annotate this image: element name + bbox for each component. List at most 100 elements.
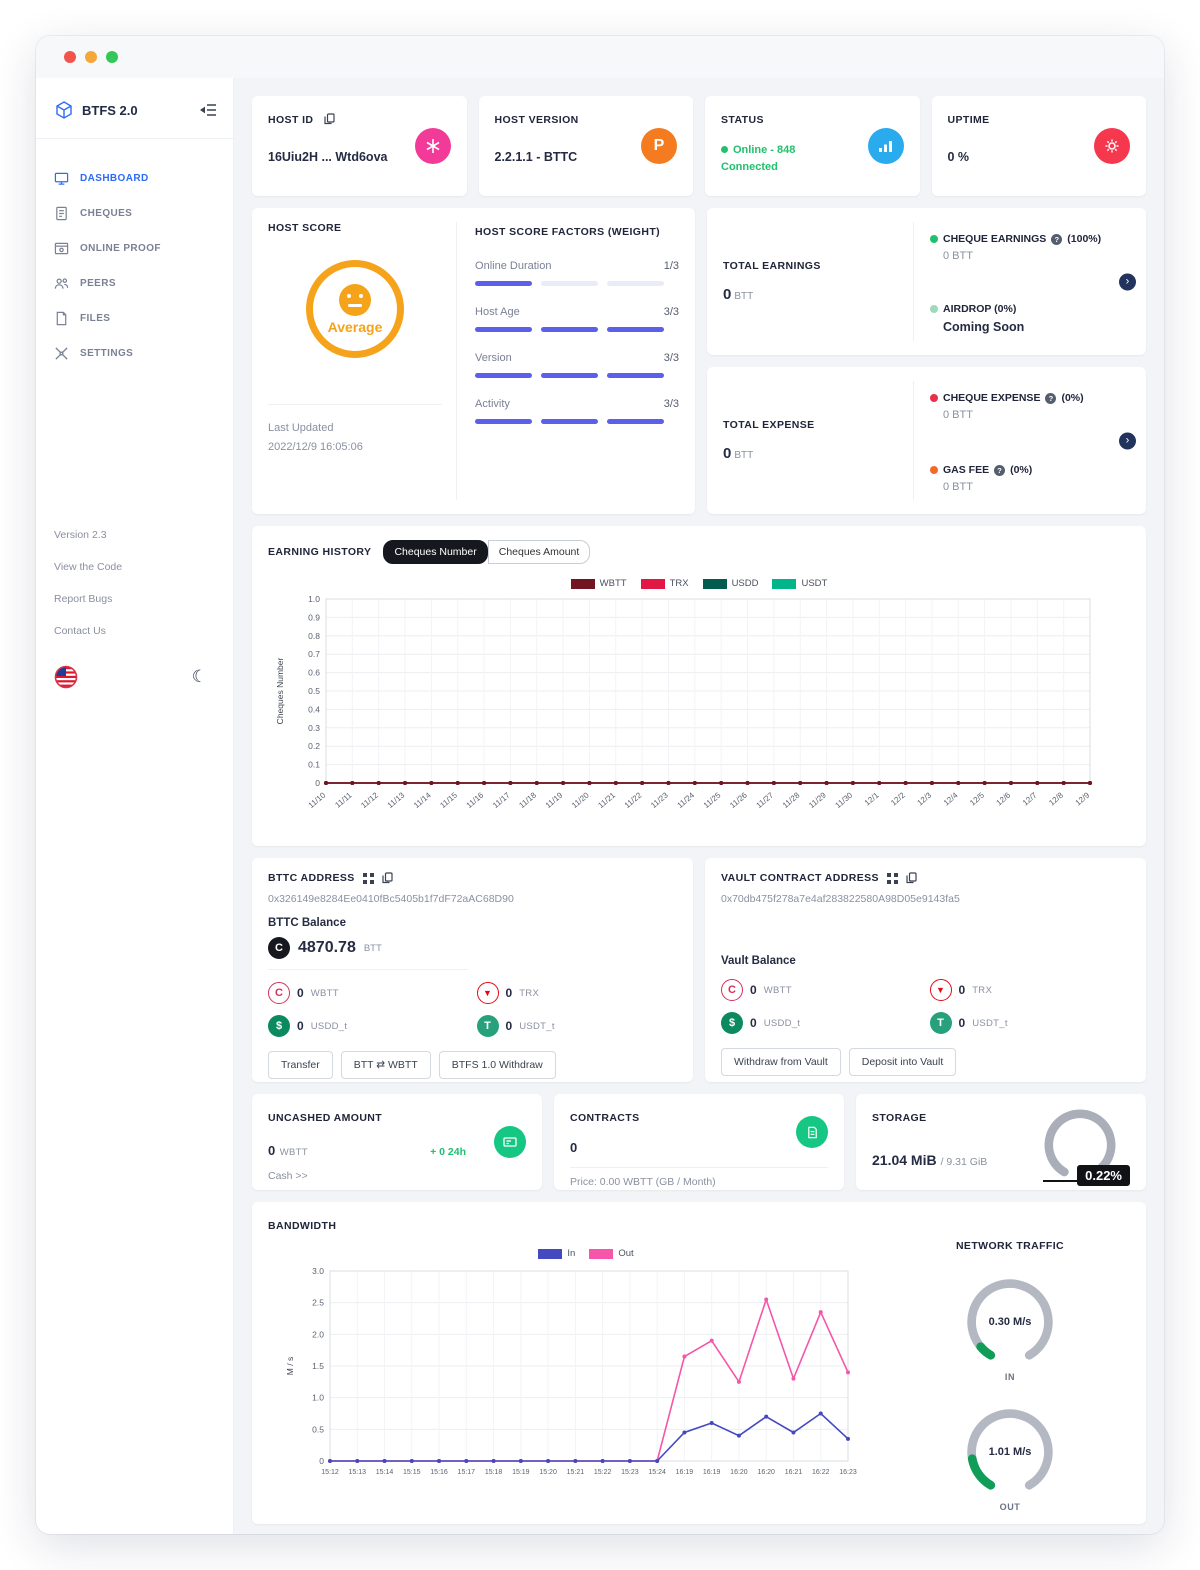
factors-title: HOST SCORE FACTORS (WEIGHT) xyxy=(475,226,661,238)
dashboard-icon xyxy=(54,171,69,186)
view-code-link[interactable]: View the Code xyxy=(54,561,123,573)
sidebar-item-label: FILES xyxy=(80,313,111,324)
qr-icon[interactable] xyxy=(362,872,374,884)
tab-cheques-number[interactable]: Cheques Number xyxy=(383,540,488,564)
sidebar-item-settings[interactable]: SETTINGS xyxy=(36,336,233,371)
vault-token-grid: C 0 WBTT ▼ 0 TRX $0 USDD_t T 0 USDT_t xyxy=(721,979,1130,1034)
tab-cheques-amount[interactable]: Cheques Amount xyxy=(487,540,591,564)
info-icon[interactable]: ? xyxy=(1051,233,1063,245)
token-trx: ▼ 0 TRX xyxy=(476,982,678,1004)
transfer-button[interactable]: Transfer xyxy=(268,1051,333,1079)
token-usdd: $0 USDD_t xyxy=(721,1012,922,1034)
gas-fee-pct: (0%) xyxy=(1010,464,1033,476)
dark-mode-icon[interactable]: ☾ xyxy=(191,667,207,686)
bttc-balance-value: 4870.78 xyxy=(298,939,356,956)
svg-text:15:17: 15:17 xyxy=(458,1469,476,1476)
token-usdt: T 0 USDT_t xyxy=(929,1012,1131,1034)
host-id-card: HOST ID 16Uiu2H ... Wtd6ova xyxy=(252,96,467,196)
language-flag-icon[interactable] xyxy=(54,665,78,689)
version-link[interactable]: Version 2.3 xyxy=(54,529,107,541)
sidebar-item-cheques[interactable]: CHEQUES xyxy=(36,196,233,231)
minimize-window-button[interactable] xyxy=(85,51,97,63)
neutral-face-icon xyxy=(339,283,372,316)
svg-text:0.4: 0.4 xyxy=(308,704,320,714)
info-icon[interactable]: ? xyxy=(994,464,1006,476)
contract-doc-icon xyxy=(796,1116,828,1148)
svg-text:12/2: 12/2 xyxy=(889,790,907,807)
sidebar-nav: DASHBOARD CHEQUES ONLINE PROOF xyxy=(36,161,233,371)
svg-text:1.0: 1.0 xyxy=(308,594,320,604)
svg-text:0.8: 0.8 xyxy=(308,631,320,641)
token-symbol: WBTT xyxy=(763,984,792,996)
expense-expand-arrow-icon[interactable]: › xyxy=(1119,432,1136,449)
sidebar-item-peers[interactable]: PEERS xyxy=(36,266,233,301)
copy-icon[interactable] xyxy=(324,113,335,125)
bttc-address-value: 0x326149e8284Ee0410fBc5405b1f7dF72aAC68D… xyxy=(268,893,514,905)
btfs-logo-icon xyxy=(54,100,74,120)
btt-wbtt-swap-button[interactable]: BTT ⇄ WBTT xyxy=(340,1051,431,1079)
info-icon[interactable]: ? xyxy=(1045,392,1057,404)
factor-online-duration: Online Duration 1/3 xyxy=(475,260,679,286)
sidebar-item-dashboard[interactable]: DASHBOARD xyxy=(36,161,233,196)
sidebar-item-label: SETTINGS xyxy=(80,348,134,359)
host-score-factors: HOST SCORE FACTORS (WEIGHT) Online Durat… xyxy=(457,222,679,500)
sidebar-item-files[interactable]: FILES xyxy=(36,301,233,336)
svg-text:16:20: 16:20 xyxy=(757,1469,775,1476)
zoom-window-button[interactable] xyxy=(106,51,118,63)
uncashed-unit: WBTT xyxy=(279,1147,308,1158)
sidebar-item-label: PEERS xyxy=(80,278,116,289)
host-score-ring: Average xyxy=(306,260,405,358)
expense-amount: 0 xyxy=(723,445,732,462)
host-score-title: HOST SCORE xyxy=(268,222,342,234)
app-title: BTFS 2.0 xyxy=(82,102,138,118)
earnings-expand-arrow-icon[interactable]: › xyxy=(1119,273,1136,290)
earning-history-legend: WBTT TRX USDD USDT xyxy=(268,578,1130,589)
legend-label: In xyxy=(567,1248,576,1259)
factor-label: Version xyxy=(475,352,512,364)
token-usdd: $0 USDD_t xyxy=(268,1015,469,1037)
storage-used: 21.04 MiB xyxy=(872,1152,937,1168)
token-symbol: USDT_t xyxy=(972,1017,1008,1029)
svg-text:0.6: 0.6 xyxy=(308,668,320,678)
total-expense-title: TOTAL EXPENSE xyxy=(723,419,815,431)
uncashed-title: UNCASHED AMOUNT xyxy=(268,1112,383,1124)
svg-text:11/24: 11/24 xyxy=(675,790,696,810)
sidebar-collapse-icon[interactable] xyxy=(200,103,217,117)
storage-title: STORAGE xyxy=(872,1112,927,1124)
gas-fee-value: 0 BTT xyxy=(943,481,973,493)
svg-text:11/12: 11/12 xyxy=(359,790,380,810)
red-dot-icon xyxy=(930,394,938,402)
network-in-value: 0.30 M/s xyxy=(988,1316,1032,1328)
legend-label: USDT xyxy=(801,578,828,589)
svg-text:12/8: 12/8 xyxy=(1047,790,1065,807)
window-titlebar xyxy=(36,36,1164,78)
bandwidth-chart: 0 0.5 1.0 1.5 2.0 2.5 3.0 15:12 15:13 15:14 15:15 1… xyxy=(282,1261,890,1498)
host-score-card: HOST SCORE Average Last Updated 2022/12/… xyxy=(252,208,695,514)
svg-text:12/7: 12/7 xyxy=(1021,790,1039,807)
contact-us-link[interactable]: Contact Us xyxy=(54,625,106,637)
earning-history-chart: 0 0.1 0.2 0.3 0.4 0.5 0.6 0.7 0.8 0.9 1.0 11/10 11/1… xyxy=(272,591,1130,836)
btfs1-withdraw-button[interactable]: BTFS 1.0 Withdraw xyxy=(438,1051,556,1079)
orange-dot-icon xyxy=(930,466,938,474)
report-bugs-link[interactable]: Report Bugs xyxy=(54,593,113,605)
gas-fee-label: GAS FEE xyxy=(943,464,990,476)
airdrop-row: AIRDROP (0%) Coming Soon xyxy=(930,303,1110,334)
airdrop-value: Coming Soon xyxy=(943,320,1025,334)
sidebar-item-online-proof[interactable]: ONLINE PROOF xyxy=(36,231,233,266)
last-updated-label: Last Updated xyxy=(268,422,334,434)
deposit-into-vault-button[interactable]: Deposit into Vault xyxy=(848,1048,957,1076)
trx-legend-swatch xyxy=(640,578,665,589)
earning-history-card: EARNING HISTORY Cheques Number Cheques A… xyxy=(252,526,1146,846)
storage-gauge: 0.22% xyxy=(1028,1106,1132,1186)
close-window-button[interactable] xyxy=(64,51,76,63)
copy-icon[interactable] xyxy=(382,872,393,884)
total-expense-card: TOTAL EXPENSE 0 BTT CHEQUE EXPENSE ? (0%) xyxy=(707,367,1146,514)
cash-link[interactable]: Cash >> xyxy=(268,1170,308,1182)
earnings-amount: 0 xyxy=(723,286,732,303)
qr-icon[interactable] xyxy=(886,872,898,884)
svg-text:11/20: 11/20 xyxy=(570,790,591,810)
copy-icon[interactable] xyxy=(906,872,917,884)
svg-text:16:19: 16:19 xyxy=(703,1469,721,1476)
withdraw-from-vault-button[interactable]: Withdraw from Vault xyxy=(721,1048,841,1076)
token-symbol: WBTT xyxy=(310,987,339,999)
